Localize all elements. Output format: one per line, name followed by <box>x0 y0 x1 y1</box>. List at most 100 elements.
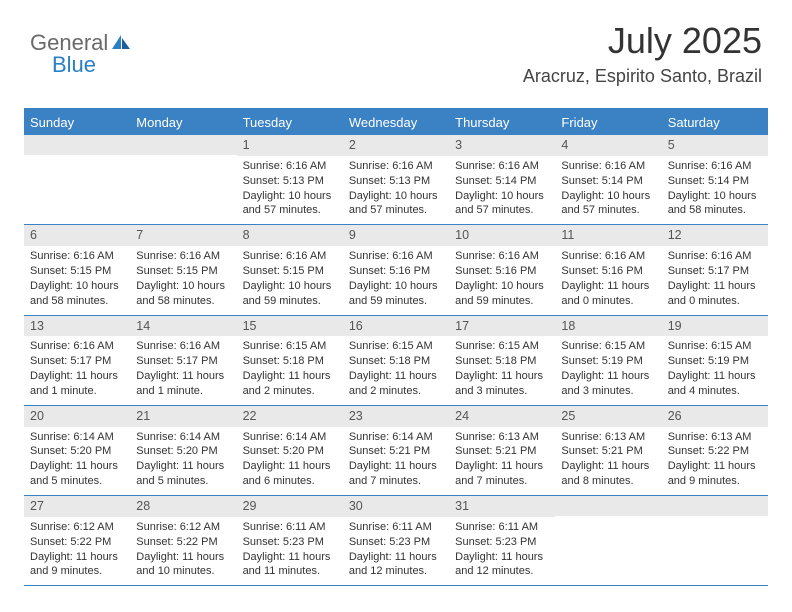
daylight-text: Daylight: 10 hours and 57 minutes. <box>561 189 655 219</box>
day-number: 18 <box>555 316 661 337</box>
sunset-text: Sunset: 5:21 PM <box>349 444 443 459</box>
daylight-text: Daylight: 11 hours and 1 minute. <box>30 369 124 399</box>
day-number: 9 <box>343 225 449 246</box>
day-details: Sunrise: 6:16 AMSunset: 5:15 PMDaylight:… <box>237 246 343 314</box>
dayhdr-mon: Monday <box>130 110 236 135</box>
daylight-text: Daylight: 11 hours and 8 minutes. <box>561 459 655 489</box>
sunset-text: Sunset: 5:17 PM <box>30 354 124 369</box>
daylight-text: Daylight: 11 hours and 7 minutes. <box>349 459 443 489</box>
daylight-text: Daylight: 11 hours and 7 minutes. <box>455 459 549 489</box>
calendar-cell: 14Sunrise: 6:16 AMSunset: 5:17 PMDayligh… <box>130 316 236 405</box>
day-details: Sunrise: 6:13 AMSunset: 5:21 PMDaylight:… <box>449 427 555 495</box>
day-number: 22 <box>237 406 343 427</box>
day-number: 2 <box>343 135 449 156</box>
sunrise-text: Sunrise: 6:15 AM <box>668 339 762 354</box>
daylight-text: Daylight: 10 hours and 57 minutes. <box>243 189 337 219</box>
day-details: Sunrise: 6:15 AMSunset: 5:18 PMDaylight:… <box>343 336 449 404</box>
sunset-text: Sunset: 5:17 PM <box>136 354 230 369</box>
calendar-day-header: Sunday Monday Tuesday Wednesday Thursday… <box>24 110 768 135</box>
sunrise-text: Sunrise: 6:13 AM <box>455 430 549 445</box>
calendar-week: 6Sunrise: 6:16 AMSunset: 5:15 PMDaylight… <box>24 225 768 315</box>
calendar-cell: 19Sunrise: 6:15 AMSunset: 5:19 PMDayligh… <box>662 316 768 405</box>
sunrise-text: Sunrise: 6:16 AM <box>136 249 230 264</box>
sunset-text: Sunset: 5:17 PM <box>668 264 762 279</box>
day-number: 28 <box>130 496 236 517</box>
day-details: Sunrise: 6:15 AMSunset: 5:18 PMDaylight:… <box>237 336 343 404</box>
daylight-text: Daylight: 11 hours and 6 minutes. <box>243 459 337 489</box>
sunset-text: Sunset: 5:20 PM <box>243 444 337 459</box>
calendar-cell: 24Sunrise: 6:13 AMSunset: 5:21 PMDayligh… <box>449 406 555 495</box>
sunset-text: Sunset: 5:18 PM <box>243 354 337 369</box>
daylight-text: Daylight: 11 hours and 9 minutes. <box>30 550 124 580</box>
calendar-week: 20Sunrise: 6:14 AMSunset: 5:20 PMDayligh… <box>24 406 768 496</box>
sunset-text: Sunset: 5:21 PM <box>561 444 655 459</box>
day-details: Sunrise: 6:16 AMSunset: 5:14 PMDaylight:… <box>555 156 661 224</box>
dayhdr-fri: Friday <box>555 110 661 135</box>
calendar-cell: 26Sunrise: 6:13 AMSunset: 5:22 PMDayligh… <box>662 406 768 495</box>
sunset-text: Sunset: 5:14 PM <box>455 174 549 189</box>
calendar-cell: 3Sunrise: 6:16 AMSunset: 5:14 PMDaylight… <box>449 135 555 224</box>
day-number <box>130 135 236 155</box>
sunrise-text: Sunrise: 6:14 AM <box>243 430 337 445</box>
day-number: 17 <box>449 316 555 337</box>
daylight-text: Daylight: 10 hours and 59 minutes. <box>243 279 337 309</box>
calendar-cell <box>662 496 768 585</box>
day-number: 16 <box>343 316 449 337</box>
logo-text-blue-wrap: Blue <box>52 52 96 78</box>
day-details: Sunrise: 6:16 AMSunset: 5:14 PMDaylight:… <box>449 156 555 224</box>
day-number <box>662 496 768 516</box>
sunrise-text: Sunrise: 6:11 AM <box>349 520 443 535</box>
daylight-text: Daylight: 11 hours and 10 minutes. <box>136 550 230 580</box>
sunrise-text: Sunrise: 6:15 AM <box>455 339 549 354</box>
day-number: 14 <box>130 316 236 337</box>
sunset-text: Sunset: 5:14 PM <box>668 174 762 189</box>
calendar-cell: 17Sunrise: 6:15 AMSunset: 5:18 PMDayligh… <box>449 316 555 405</box>
day-details: Sunrise: 6:16 AMSunset: 5:17 PMDaylight:… <box>24 336 130 404</box>
sunrise-text: Sunrise: 6:15 AM <box>243 339 337 354</box>
day-details: Sunrise: 6:12 AMSunset: 5:22 PMDaylight:… <box>24 517 130 585</box>
dayhdr-sun: Sunday <box>24 110 130 135</box>
calendar-week: 1Sunrise: 6:16 AMSunset: 5:13 PMDaylight… <box>24 135 768 225</box>
calendar-cell: 12Sunrise: 6:16 AMSunset: 5:17 PMDayligh… <box>662 225 768 314</box>
day-number: 24 <box>449 406 555 427</box>
sunset-text: Sunset: 5:20 PM <box>30 444 124 459</box>
daylight-text: Daylight: 11 hours and 4 minutes. <box>668 369 762 399</box>
dayhdr-wed: Wednesday <box>343 110 449 135</box>
sunrise-text: Sunrise: 6:12 AM <box>30 520 124 535</box>
day-details: Sunrise: 6:12 AMSunset: 5:22 PMDaylight:… <box>130 517 236 585</box>
calendar-cell: 22 Sunrise: 6:14 AMSunset: 5:20 PMDayligh… <box>237 406 343 495</box>
day-details: Sunrise: 6:13 AMSunset: 5:22 PMDaylight:… <box>662 427 768 495</box>
day-details: Sunrise: 6:15 AMSunset: 5:19 PMDaylight:… <box>662 336 768 404</box>
sunrise-text: Sunrise: 6:16 AM <box>243 249 337 264</box>
day-details: Sunrise: 6:14 AMSunset: 5:20 PMDaylight:… <box>24 427 130 495</box>
daylight-text: Daylight: 11 hours and 11 minutes. <box>243 550 337 580</box>
calendar-cell: 27Sunrise: 6:12 AMSunset: 5:22 PMDayligh… <box>24 496 130 585</box>
day-details: Sunrise: 6:14 AMSunset: 5:20 PMDaylight:… <box>130 427 236 495</box>
sunrise-text: Sunrise: 6:16 AM <box>136 339 230 354</box>
calendar-cell: 31Sunrise: 6:11 AMSunset: 5:23 PMDayligh… <box>449 496 555 585</box>
dayhdr-thu: Thursday <box>449 110 555 135</box>
page-header: July 2025 Aracruz, Espirito Santo, Brazi… <box>523 20 762 87</box>
sunset-text: Sunset: 5:18 PM <box>349 354 443 369</box>
day-details: Sunrise: 6:11 AMSunset: 5:23 PMDaylight:… <box>343 517 449 585</box>
day-number: 25 <box>555 406 661 427</box>
calendar-cell: 7Sunrise: 6:16 AMSunset: 5:15 PMDaylight… <box>130 225 236 314</box>
calendar-cell: 1Sunrise: 6:16 AMSunset: 5:13 PMDaylight… <box>237 135 343 224</box>
daylight-text: Daylight: 11 hours and 3 minutes. <box>561 369 655 399</box>
logo-sail-icon <box>112 35 132 51</box>
day-details: Sunrise: 6:16 AMSunset: 5:17 PMDaylight:… <box>662 246 768 314</box>
sunrise-text: Sunrise: 6:16 AM <box>243 159 337 174</box>
calendar-cell: 18Sunrise: 6:15 AMSunset: 5:19 PMDayligh… <box>555 316 661 405</box>
day-details: Sunrise: 6:16 AMSunset: 5:15 PMDaylight:… <box>24 246 130 314</box>
day-details: Sunrise: 6:16 AMSunset: 5:17 PMDaylight:… <box>130 336 236 404</box>
sunrise-text: Sunrise: 6:16 AM <box>561 249 655 264</box>
daylight-text: Daylight: 11 hours and 3 minutes. <box>455 369 549 399</box>
calendar: Sunday Monday Tuesday Wednesday Thursday… <box>24 108 768 586</box>
day-number: 29 <box>237 496 343 517</box>
day-details: Sunrise: 6:16 AMSunset: 5:13 PMDaylight:… <box>343 156 449 224</box>
day-details: Sunrise: 6:15 AMSunset: 5:18 PMDaylight:… <box>449 336 555 404</box>
sunset-text: Sunset: 5:18 PM <box>455 354 549 369</box>
daylight-text: Daylight: 10 hours and 58 minutes. <box>668 189 762 219</box>
sunset-text: Sunset: 5:16 PM <box>455 264 549 279</box>
calendar-cell: 15Sunrise: 6:15 AMSunset: 5:18 PMDayligh… <box>237 316 343 405</box>
